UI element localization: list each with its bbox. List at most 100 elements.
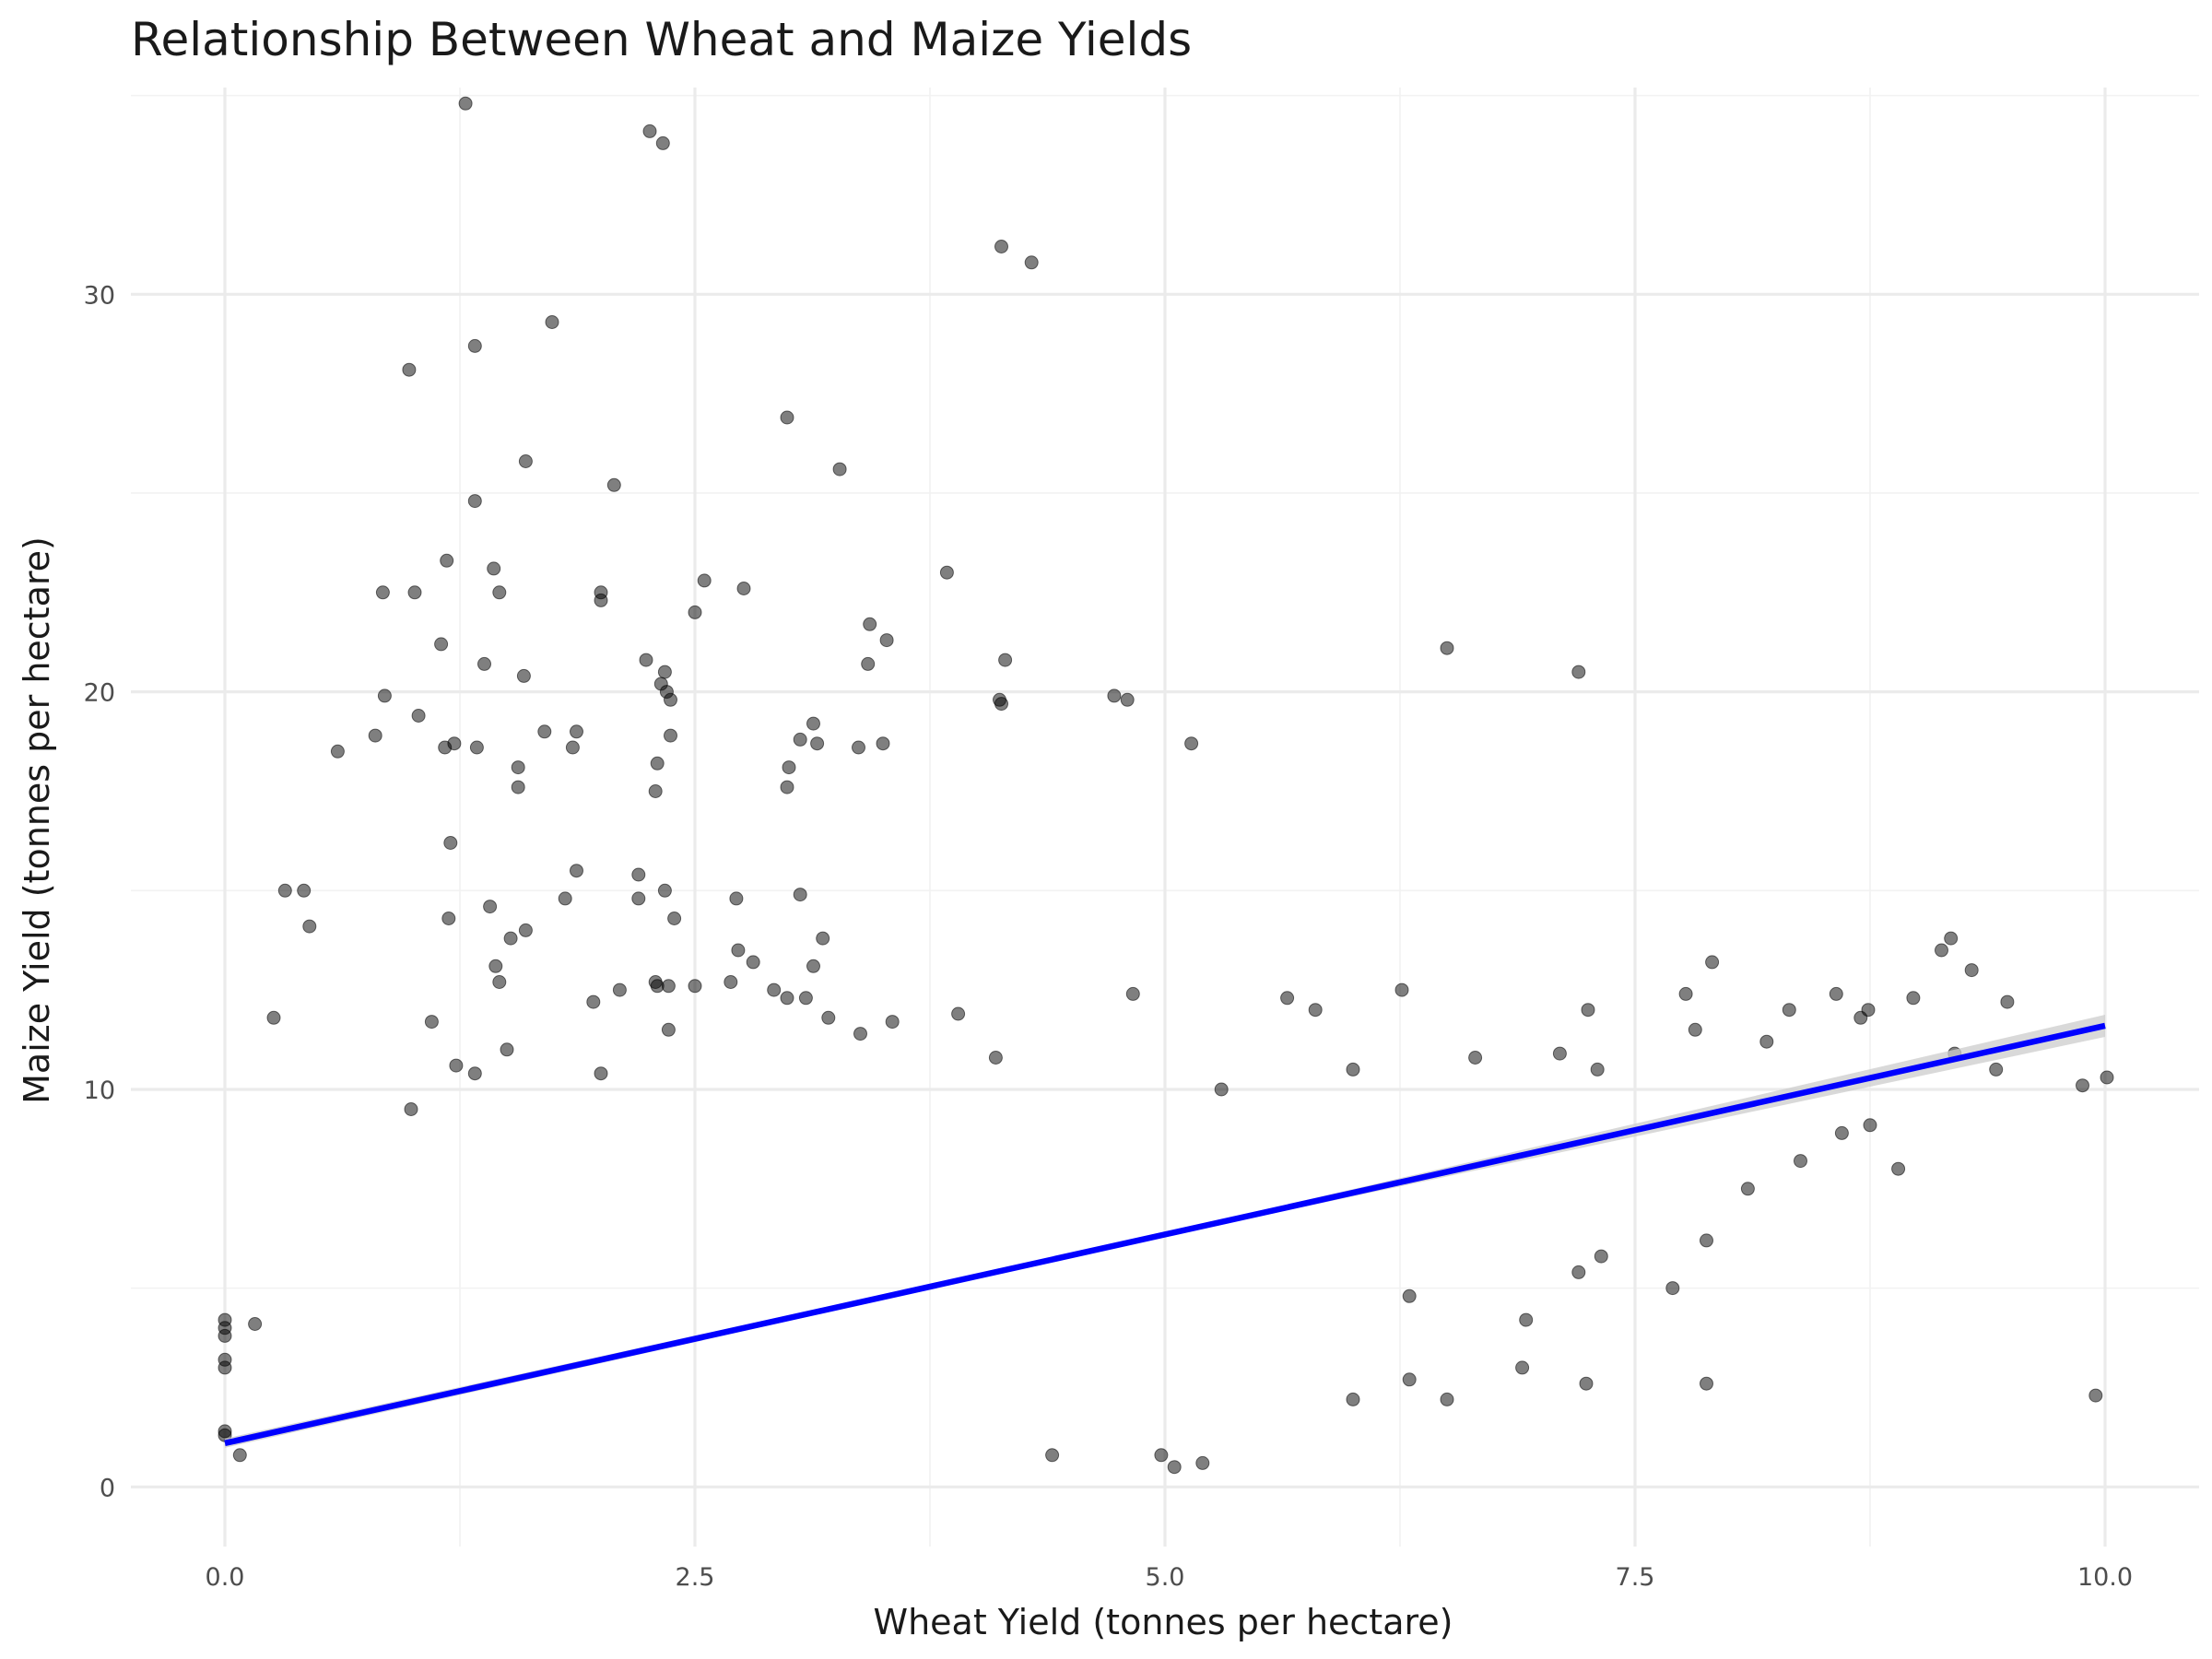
scatter-point — [1834, 1125, 1849, 1140]
scatter-point — [1195, 1455, 1210, 1470]
scatter-point — [853, 1027, 867, 1041]
scatter-point — [657, 665, 672, 679]
scatter-point — [266, 1010, 281, 1025]
scatter-point — [746, 955, 760, 970]
trend-line — [224, 1022, 2106, 1447]
scatter-point — [440, 553, 454, 568]
scatter-point — [1759, 1034, 1774, 1049]
scatter-point — [657, 883, 672, 898]
scatter-point — [2000, 994, 2015, 1009]
scatter-point — [1678, 986, 1693, 1001]
scatter-point — [458, 96, 473, 111]
scatter-point — [994, 240, 1008, 253]
scatter-point — [477, 656, 491, 671]
scatter-point — [516, 668, 531, 683]
scatter-point — [793, 732, 807, 747]
scatter-point — [1346, 1062, 1360, 1077]
scatter-point — [780, 991, 794, 1006]
scatter-point — [1944, 931, 1959, 946]
scatter-point — [767, 982, 782, 997]
scatter-point — [1120, 692, 1135, 707]
scatter-point — [1024, 255, 1039, 270]
trend-line-group — [224, 1014, 2106, 1448]
y-tick-label: 10 — [84, 1077, 115, 1105]
scatter-point — [441, 912, 456, 925]
scatter-point — [248, 1317, 263, 1331]
scatter-point — [404, 1102, 418, 1116]
scatter-point — [1829, 986, 1843, 1001]
scatter-point — [1590, 1062, 1605, 1077]
scatter-point — [1552, 1046, 1567, 1061]
scatter-point — [661, 979, 676, 994]
scatter-point — [2100, 1070, 2114, 1085]
scatter-point — [565, 740, 580, 755]
scatter-point — [1688, 1022, 1702, 1037]
scatter-point — [939, 565, 954, 580]
scatter-point — [1571, 665, 1586, 679]
scatter-point — [411, 709, 426, 723]
scatter-point — [1740, 1182, 1755, 1196]
scatter-point — [1515, 1360, 1530, 1375]
scatter-point — [729, 891, 744, 906]
scatter-point — [631, 891, 646, 906]
scatter-point — [1964, 963, 1979, 978]
scatter-point — [570, 724, 583, 739]
scatter-point — [639, 653, 653, 667]
scatter-point — [443, 836, 458, 850]
scatter-point — [612, 982, 627, 997]
scatter-point — [434, 637, 449, 652]
scatter-point — [1167, 1460, 1182, 1475]
scatter-point — [537, 724, 552, 739]
scatter-point — [1935, 943, 1948, 958]
scatter-point — [1594, 1249, 1608, 1264]
x-tick-label: 7.5 — [1616, 1563, 1655, 1592]
scatter-point — [1794, 1154, 1807, 1169]
scatter-point — [1394, 982, 1409, 997]
scatter-point — [1402, 1372, 1417, 1387]
scatter-point — [810, 736, 825, 751]
scatter-point — [377, 688, 392, 703]
x-tick-label: 0.0 — [206, 1563, 245, 1592]
x-axis-title: Wheat Yield (tonnes per hectare) — [874, 1602, 1453, 1642]
scatter-point — [1214, 1082, 1229, 1097]
scatter-point — [218, 1360, 232, 1375]
scatter-point — [594, 593, 608, 607]
scatter-point — [407, 585, 422, 600]
scatter-point — [1280, 991, 1295, 1006]
scatter-point — [570, 864, 583, 878]
scatter-point — [368, 728, 382, 743]
scatter-point — [1402, 1288, 1417, 1303]
scatter-point — [806, 716, 820, 731]
scatter-point — [697, 573, 712, 588]
scatter-point — [642, 124, 657, 138]
scatter-point — [664, 728, 677, 743]
scatter-point — [1853, 1010, 1868, 1025]
x-tick-label: 2.5 — [676, 1563, 715, 1592]
scatter-point — [511, 760, 525, 775]
scatter-point — [500, 1042, 514, 1057]
scatter-point — [518, 923, 533, 937]
scatter-point — [731, 943, 746, 958]
scatter-point — [994, 697, 1008, 712]
scatter-point — [447, 736, 462, 751]
scatter-point — [277, 883, 292, 898]
scatter-point — [375, 585, 390, 600]
scatter-point — [467, 338, 482, 353]
scatter-point — [780, 780, 794, 794]
scatter-point — [402, 362, 417, 377]
scatter-point — [879, 633, 894, 648]
scatter-point — [487, 561, 501, 576]
scatter-point — [876, 736, 890, 751]
scatter-point — [661, 1022, 676, 1037]
scatter-point — [863, 617, 877, 631]
scatter-point — [1863, 1118, 1877, 1133]
scatter-point — [664, 692, 677, 707]
scatter-point — [1440, 641, 1454, 655]
y-tick-label: 30 — [84, 281, 115, 310]
y-tick-label: 0 — [100, 1474, 115, 1502]
scatter-point — [1184, 736, 1199, 751]
scatter-point — [2088, 1388, 2103, 1403]
scatter-point — [793, 888, 807, 902]
scatter-point — [483, 900, 498, 914]
scatter-point — [832, 462, 847, 477]
